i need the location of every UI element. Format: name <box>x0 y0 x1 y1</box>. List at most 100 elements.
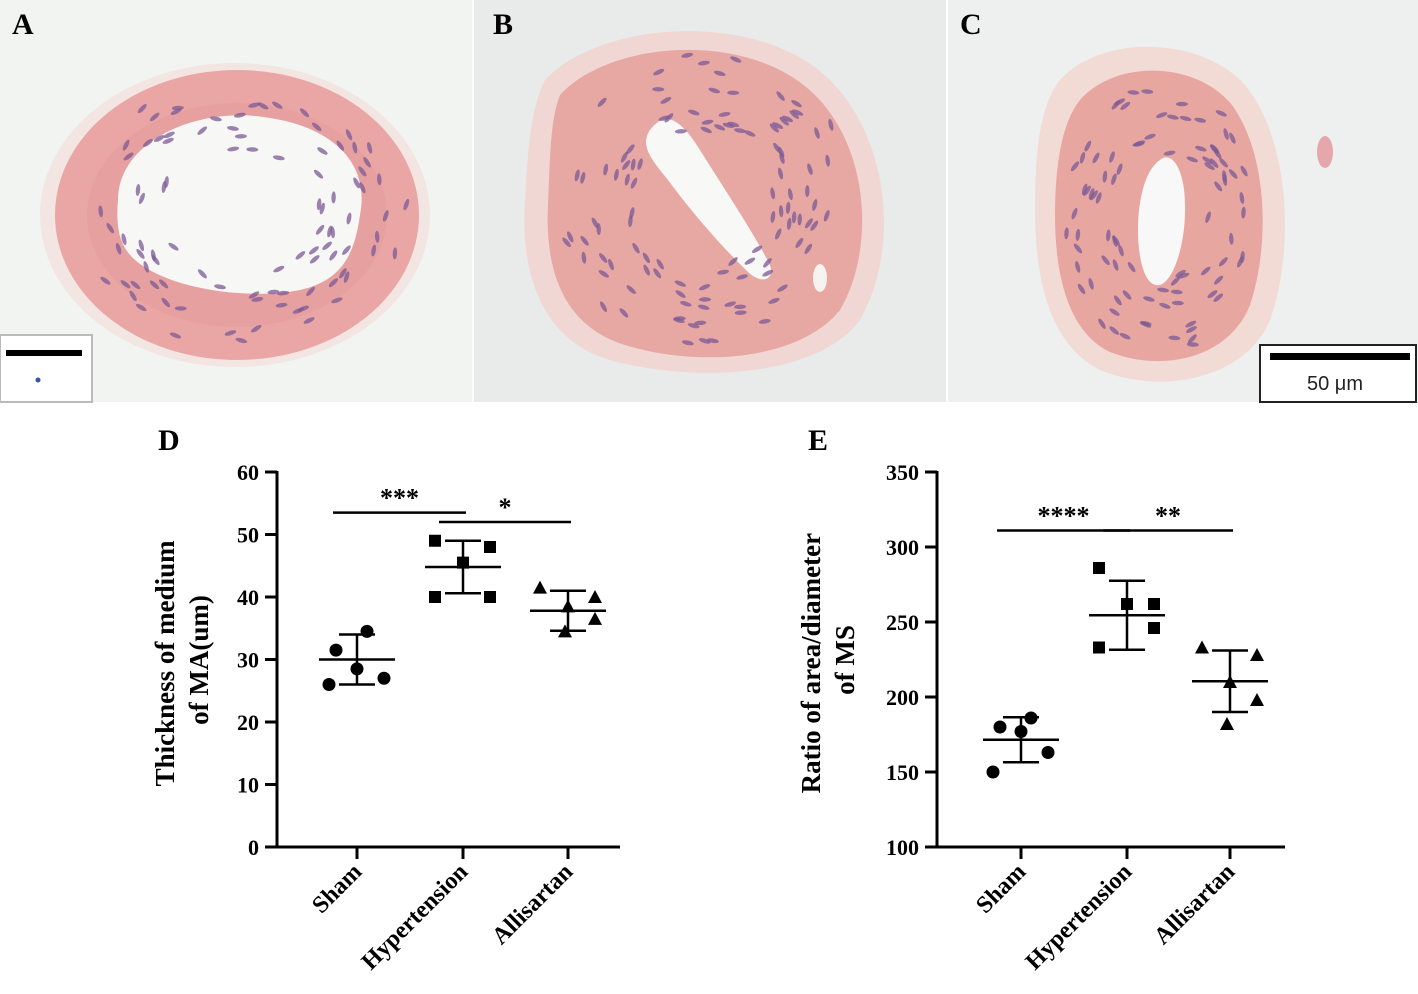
nucleus <box>758 319 771 324</box>
nucleus <box>697 60 710 66</box>
y-tick-label: 350 <box>886 460 919 485</box>
nucleus <box>306 286 315 297</box>
nucleus <box>392 247 398 260</box>
nucleus <box>694 320 707 326</box>
nucleus <box>163 131 175 139</box>
nucleus <box>1214 275 1224 285</box>
y-tick-label: 300 <box>886 535 919 560</box>
significance-label: *** <box>380 484 419 513</box>
nucleus <box>1070 161 1080 172</box>
nucleus <box>403 198 410 211</box>
nucleus <box>120 280 131 289</box>
nucleus <box>1132 141 1145 147</box>
nucleus <box>327 225 333 238</box>
nucleus <box>1170 289 1183 295</box>
nucleus <box>129 290 137 302</box>
data-point-square <box>1121 598 1133 610</box>
nucleus <box>248 102 260 108</box>
nucleus <box>363 157 371 168</box>
nucleus <box>772 122 784 129</box>
y-tick-label: 60 <box>237 460 259 485</box>
nucleus <box>319 202 325 215</box>
nucleus <box>1156 112 1168 119</box>
nucleus <box>313 169 324 179</box>
chart-e: E Ratio of area/diameter of MS 100 150 200… <box>796 424 1285 975</box>
x-tick-label: Sham <box>971 859 1031 919</box>
nucleus <box>149 112 160 122</box>
nucleus <box>257 102 269 110</box>
data-point-circle <box>329 643 343 657</box>
nucleus <box>1195 145 1207 152</box>
data-point-square <box>484 541 496 553</box>
data-point-square <box>457 556 469 569</box>
nucleus <box>562 237 571 248</box>
nucleus <box>382 210 389 222</box>
nucleus <box>714 124 726 131</box>
nucleus <box>169 332 182 339</box>
nucleus <box>315 224 325 235</box>
x-tick-label: Sham <box>307 859 367 919</box>
nucleus <box>272 155 285 161</box>
micrograph-a-letter: A <box>12 8 34 41</box>
y-tick-label: 50 <box>237 523 259 548</box>
nucleus <box>377 173 382 186</box>
micrograph-a-scalebar <box>6 350 82 356</box>
nucleus <box>275 302 288 308</box>
nucleus <box>1141 89 1154 94</box>
nucleus <box>174 306 187 311</box>
nucleus <box>1109 308 1120 316</box>
nucleus <box>251 296 264 302</box>
nucleus <box>763 258 772 268</box>
nucleus <box>825 154 831 167</box>
nucleus <box>1179 115 1192 122</box>
x-tick-label: Allisartan <box>1149 859 1240 950</box>
nucleus <box>706 338 719 344</box>
nucleus <box>138 192 145 205</box>
data-point-square <box>1093 562 1105 574</box>
nucleus <box>807 163 813 175</box>
nucleus <box>787 188 793 201</box>
y-tick-label: 0 <box>248 835 259 860</box>
nucleus <box>328 278 338 288</box>
nucleus <box>626 285 636 294</box>
nucleus <box>331 191 336 204</box>
significance-label: * <box>499 493 512 522</box>
micrograph-c-lumen <box>1138 157 1186 286</box>
nucleus <box>303 317 315 324</box>
data-point-square <box>1148 598 1160 610</box>
chart-e-panel-letter: E <box>808 424 828 457</box>
nucleus <box>358 166 367 177</box>
nucleus <box>1084 140 1092 152</box>
nucleus <box>680 301 692 307</box>
nucleus <box>1228 169 1238 179</box>
nucleus <box>1204 162 1215 170</box>
significance-label: **** <box>1038 502 1090 531</box>
data-point-circle <box>1041 746 1055 759</box>
nucleus <box>608 258 614 271</box>
nucleus <box>1088 277 1094 290</box>
micrograph-b-nuclei <box>562 52 834 346</box>
micrograph-b-small-vessel <box>813 264 827 292</box>
nucleus <box>728 257 738 266</box>
micrograph-b-lumen <box>646 119 772 280</box>
micrograph-a: A <box>0 0 472 403</box>
nucleus <box>1075 228 1081 241</box>
nucleus <box>1081 183 1088 196</box>
nucleus <box>792 109 804 116</box>
nucleus <box>227 146 240 152</box>
nucleus <box>297 305 310 312</box>
nucleus <box>224 330 237 336</box>
chart-d-ylabel-line-1: Thickness of medium <box>150 540 180 787</box>
nucleus <box>1200 266 1211 276</box>
nucleus <box>574 169 580 182</box>
nucleus <box>1219 158 1228 168</box>
nucleus <box>734 304 746 310</box>
nucleus <box>734 310 747 315</box>
nucleus <box>154 135 165 142</box>
nucleus <box>786 217 792 230</box>
nucleus <box>1222 170 1227 183</box>
x-tick-label: Hypertension <box>357 859 473 975</box>
data-point-triangle <box>1250 648 1264 661</box>
nucleus <box>367 141 373 154</box>
